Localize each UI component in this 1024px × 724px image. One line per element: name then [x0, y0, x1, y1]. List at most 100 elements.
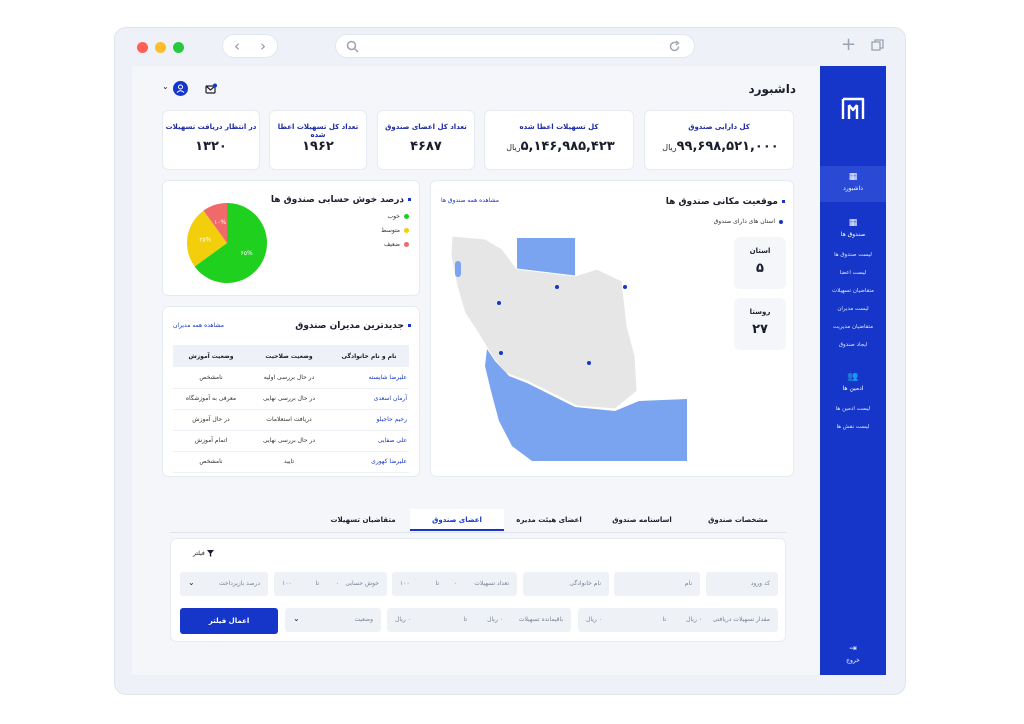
eligibility-status: تایید — [249, 451, 329, 473]
legend-item-medium: متوسط — [381, 227, 409, 234]
manager-name[interactable]: علیرضا کهوری — [329, 451, 409, 473]
brand-logo — [841, 97, 865, 119]
stat-value: ۴۶۸۷ — [410, 139, 442, 154]
tab-fund-charter[interactable]: اساسنامه صندوق — [612, 516, 672, 524]
received-amount-range[interactable]: مقدار تسهیلات دریافتی ۰ ریال تا ۰ ریال — [578, 608, 778, 632]
stat-value: ۱۳۲۰ — [195, 139, 227, 154]
first-name-field[interactable]: نام — [614, 572, 700, 596]
user-icon — [176, 84, 185, 93]
avatar[interactable] — [173, 81, 188, 96]
stat-card-loans-granted: کل تسهیلات اعطا شده ۵,۱۴۶,۹۸۵,۴۲۳ریال — [484, 110, 634, 170]
address-bar[interactable] — [335, 34, 695, 58]
fund-marker[interactable] — [555, 285, 559, 289]
table-row[interactable]: آرمان اسعدی در حال بررسی نهایی معرفی به … — [173, 388, 409, 410]
stat-value: ۵,۱۴۶,۹۸۵,۴۲۳ریال — [506, 139, 615, 154]
stat-label: در انتظار دریافت تسهیلات — [165, 123, 257, 131]
sidebar-link-manager-list[interactable]: لیست مدیران — [837, 306, 869, 312]
sidebar-item-funds[interactable]: ▦ صندوق ها — [820, 218, 886, 238]
view-all-funds-link[interactable]: مشاهده همه صندوق ها — [441, 197, 500, 204]
good-payer-pie-chart: ۶۵% ۲۵% ۱۰% — [187, 203, 267, 283]
training-status: معرفی به آموزشگاه — [173, 388, 249, 410]
legend-item-good: خوب — [388, 213, 409, 220]
stat-card-total-assets: کل دارایی صندوق ۹۹,۶۹۸,۵۲۱,۰۰۰ریال — [644, 110, 794, 170]
sidebar-link-fund-list[interactable]: لیست صندوق ها — [834, 252, 872, 258]
sidebar-link-create-fund[interactable]: ایجاد صندوق — [838, 342, 868, 348]
new-tab-icon[interactable]: + — [841, 34, 857, 55]
status-select[interactable]: وضعیت ⌄ — [285, 608, 381, 632]
province-label: استان — [749, 247, 771, 255]
tab-board-members[interactable]: اعضای هیئت مدیره — [516, 516, 582, 524]
login-code-field[interactable]: کد ورود — [706, 572, 778, 596]
sidebar-link-manager-applicants[interactable]: متقاضیان مدیریت — [832, 324, 874, 330]
stat-card-loan-count: تعداد کل تسهیلات اعطا شده ۱۹۶۲ — [269, 110, 367, 170]
repayment-percent-select[interactable]: درصد بازپرداخت ⌄ — [180, 572, 268, 596]
managers-card: جدیدترین مدیران صندوق مشاهده همه مدیران … — [162, 306, 420, 477]
filter-panel: فیلتر کد ورود نام نام خانوادگی تعداد تسه… — [170, 538, 786, 642]
page-title: داشبورد — [748, 82, 796, 96]
chevron-down-icon: ⌄ — [188, 578, 195, 587]
close-window-dot[interactable] — [137, 42, 148, 53]
pie-card: درصد خوش حسابی صندوق ها خوب متوسط ضعیف ۶… — [162, 180, 420, 296]
reload-icon[interactable] — [668, 40, 681, 53]
tab-fund-details[interactable]: مشخصات صندوق — [708, 516, 768, 524]
iran-land — [450, 235, 638, 410]
training-status: نامشخص — [173, 367, 249, 389]
sidebar-item-logout[interactable]: ⇥ خروج — [820, 644, 886, 664]
pie-slice — [203, 203, 227, 243]
mail-icon[interactable] — [205, 83, 217, 95]
table-header-row: نام و نام خانوادگی وضعیت صلاحیت وضعیت آم… — [173, 345, 409, 367]
main-content: داشبورد ⌄ کل دارایی صندوق ۹۹,۶۹۸,۵۲۱,۰۰۰… — [132, 66, 820, 675]
apply-filter-button[interactable]: اعمال فیلتر — [180, 608, 278, 634]
filter-icon — [206, 550, 214, 557]
pie-slice-label: ۶۵% — [241, 250, 253, 257]
manager-name[interactable]: آرمان اسعدی — [329, 388, 409, 410]
stat-label: کل دارایی صندوق — [688, 123, 750, 131]
stat-card-pending: در انتظار دریافت تسهیلات ۱۳۲۰ — [162, 110, 260, 170]
chevron-down-icon[interactable]: ⌄ — [162, 82, 169, 91]
view-all-managers-link[interactable]: مشاهده همه مدیران — [173, 322, 224, 329]
pie-slice-label: ۲۵% — [199, 237, 211, 244]
forward-icon[interactable]: › — [260, 37, 266, 55]
table-row[interactable]: علیرضا شایسته در حال بررسی اولیه نامشخص — [173, 367, 409, 389]
map-section-title: موقعیت مکانی صندوق ها — [666, 197, 785, 207]
fund-marker[interactable] — [623, 285, 627, 289]
managers-section-title: جدیدترین مدیران صندوق — [295, 321, 411, 331]
persian-gulf — [485, 349, 687, 461]
manager-name[interactable]: رحیم حاجیلو — [329, 409, 409, 431]
tab-fund-members[interactable]: اعضای صندوق — [410, 509, 504, 531]
sidebar-item-admins[interactable]: 👥 ادمین ها — [820, 372, 886, 392]
remaining-loan-range[interactable]: باقیمانده تسهیلات ۰ ریال تا ۰ ریال — [387, 608, 571, 632]
tab-loan-applicants[interactable]: متقاضیان تسهیلات — [330, 516, 396, 524]
manager-name[interactable]: علی صفایی — [329, 430, 409, 452]
fund-marker[interactable] — [497, 301, 501, 305]
minimize-window-dot[interactable] — [155, 42, 166, 53]
table-row[interactable]: رحیم حاجیلو دریافت استعلامات در حال آموز… — [173, 409, 409, 431]
sidebar-item-dashboard[interactable]: ▦ داشبورد — [820, 166, 886, 202]
sidebar-link-role-list[interactable]: لیست نقش ها — [836, 424, 870, 430]
map-legend: استان های دارای صندوق — [714, 218, 783, 225]
back-icon[interactable]: ‹ — [234, 37, 240, 55]
pie-slice — [187, 210, 227, 267]
sidebar-link-loan-applicants[interactable]: متقاضیان تسهیلات — [832, 288, 874, 294]
sidebar-link-member-list[interactable]: لیست اعضا — [839, 270, 867, 276]
last-name-field[interactable]: نام خانوادگی — [523, 572, 609, 596]
iran-map[interactable] — [447, 231, 687, 461]
loan-count-range[interactable]: تعداد تسهیلات ۰ تا ۱۰۰ — [392, 572, 517, 596]
pie-slice-label: ۱۰% — [214, 219, 226, 226]
users-icon: 👥 — [847, 372, 859, 382]
table-row[interactable]: علی صفایی در حال بررسی نهایی اتمام آموزش — [173, 430, 409, 452]
fund-marker[interactable] — [499, 351, 503, 355]
lake-urmia — [455, 261, 461, 277]
pie-slice — [194, 203, 267, 283]
village-value: ۲۷ — [752, 322, 768, 337]
fund-marker[interactable] — [587, 361, 591, 365]
pie-section-title: درصد خوش حسابی صندوق ها — [271, 195, 411, 205]
good-payer-range[interactable]: خوش حسابی ۰ تا ۱۰۰ — [274, 572, 387, 596]
manager-name[interactable]: علیرضا شایسته — [329, 367, 409, 389]
sidebar-link-admin-list[interactable]: لیست ادمین ها — [835, 406, 871, 412]
grid-icon: ▦ — [848, 218, 858, 228]
maximize-window-dot[interactable] — [173, 42, 184, 53]
filter-title: فیلتر — [193, 550, 214, 557]
tabs-overview-icon[interactable] — [871, 39, 884, 52]
table-row[interactable]: علیرضا کهوری تایید نامشخص — [173, 451, 409, 473]
